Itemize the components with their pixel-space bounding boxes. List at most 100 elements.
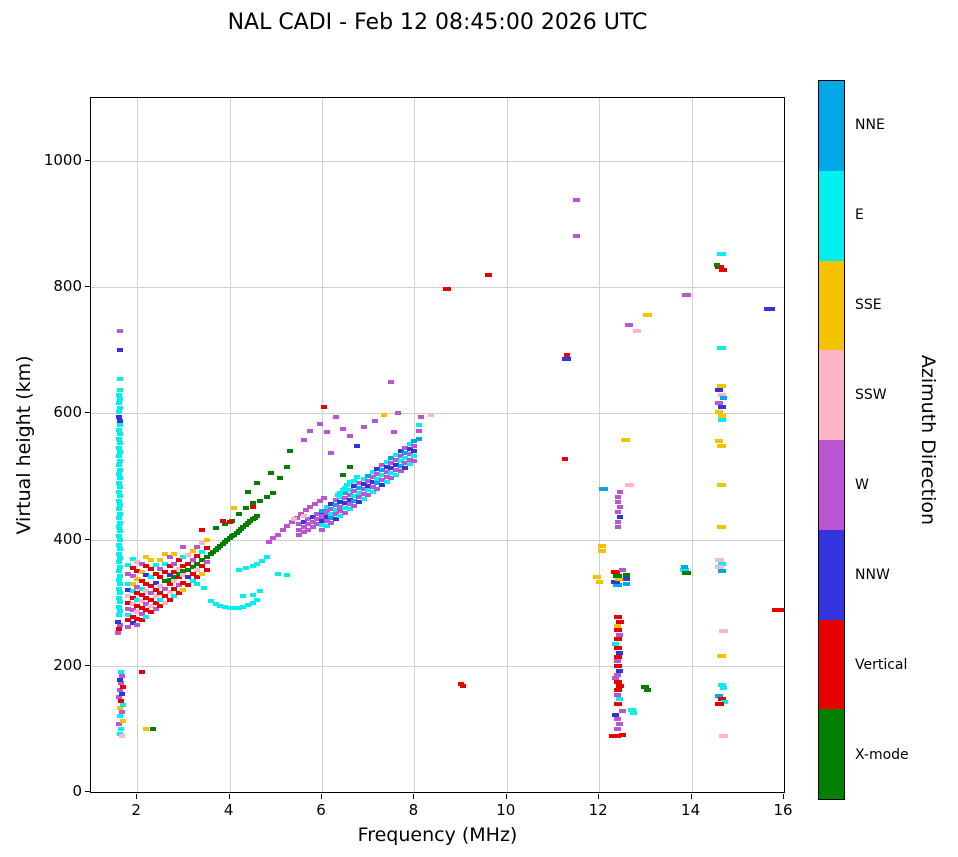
data-point: [305, 527, 312, 532]
data-point: [129, 566, 136, 571]
x-tick-mark: [228, 794, 230, 799]
data-point: [129, 620, 136, 625]
x-tick-label: 2: [131, 801, 141, 819]
data-point: [355, 500, 362, 505]
data-point: [319, 508, 325, 513]
data-point: [332, 507, 339, 512]
data-point: [115, 542, 122, 547]
data-point: [613, 573, 623, 578]
data-point: [143, 601, 150, 606]
data-point: [388, 456, 395, 461]
data-point: [240, 594, 247, 599]
colorbar-segment-sse: [819, 260, 844, 351]
data-point: [402, 451, 409, 456]
data-point: [115, 721, 122, 726]
data-point: [355, 490, 362, 495]
data-point: [614, 624, 622, 629]
data-point: [613, 615, 622, 620]
data-point: [717, 561, 726, 566]
data-point: [157, 597, 164, 602]
data-point: [681, 564, 689, 569]
data-point: [717, 654, 727, 659]
data-point: [212, 601, 219, 606]
data-point: [115, 472, 122, 477]
data-point: [346, 433, 353, 438]
data-point: [185, 552, 192, 557]
data-point: [115, 551, 122, 556]
data-point: [115, 498, 122, 503]
data-point: [291, 516, 298, 521]
data-point: [300, 519, 307, 524]
colorbar-tick-label: SSW: [855, 387, 887, 403]
data-point: [611, 713, 619, 718]
data-point: [263, 555, 270, 560]
data-point: [402, 456, 409, 461]
data-point: [115, 516, 122, 521]
data-point: [286, 449, 293, 454]
data-point: [379, 463, 386, 468]
data-point: [249, 501, 256, 506]
data-point: [117, 494, 124, 499]
y-tick-label: 600: [53, 403, 82, 422]
data-point: [342, 506, 349, 511]
data-point: [613, 663, 622, 668]
colorbar-tick-label: E: [855, 207, 864, 223]
colorbar-segment-nne: [819, 81, 844, 171]
data-point: [148, 591, 155, 596]
data-point: [360, 425, 367, 430]
data-point: [166, 572, 173, 577]
data-point: [148, 583, 155, 588]
data-point: [346, 487, 353, 492]
data-point: [189, 548, 196, 553]
data-point: [265, 540, 272, 545]
data-point: [143, 555, 150, 560]
x-tick-mark: [321, 794, 322, 799]
data-point: [143, 589, 150, 594]
data-point: [166, 581, 173, 586]
data-point: [231, 506, 238, 511]
data-point: [613, 583, 623, 588]
data-point: [323, 512, 330, 517]
data-point: [275, 532, 282, 537]
data-point: [319, 528, 325, 533]
data-point: [374, 466, 381, 471]
data-point: [388, 475, 395, 480]
data-point: [115, 414, 122, 419]
data-point: [328, 516, 335, 521]
data-point: [117, 423, 124, 428]
data-point: [323, 509, 330, 514]
data-point: [323, 519, 330, 524]
data-point: [720, 396, 728, 401]
data-point: [616, 650, 624, 655]
x-tick-label: 12: [588, 801, 608, 819]
data-point: [717, 392, 726, 397]
data-point: [392, 458, 399, 463]
data-point: [597, 543, 606, 548]
data-point: [117, 555, 124, 560]
data-point: [397, 468, 404, 473]
data-point: [717, 482, 727, 487]
data-point: [616, 668, 624, 673]
data-point: [117, 502, 124, 507]
data-point: [249, 564, 256, 569]
data-point: [175, 566, 182, 571]
data-point: [332, 517, 339, 522]
data-point: [295, 522, 302, 527]
data-point: [717, 443, 727, 448]
data-point: [592, 575, 601, 580]
data-point: [342, 495, 349, 500]
data-point: [134, 569, 141, 574]
data-point: [397, 449, 404, 454]
plot-area: [90, 97, 785, 793]
data-point: [630, 710, 638, 715]
data-point: [124, 562, 131, 567]
data-point: [411, 458, 418, 463]
colorbar-label: Azimuth Direction: [917, 354, 939, 526]
data-point: [328, 450, 335, 455]
data-point: [616, 697, 624, 702]
data-point: [284, 523, 291, 528]
data-point: [117, 485, 124, 490]
data-point: [148, 566, 155, 571]
data-point: [323, 507, 330, 512]
x-tick-label: 6: [316, 801, 326, 819]
